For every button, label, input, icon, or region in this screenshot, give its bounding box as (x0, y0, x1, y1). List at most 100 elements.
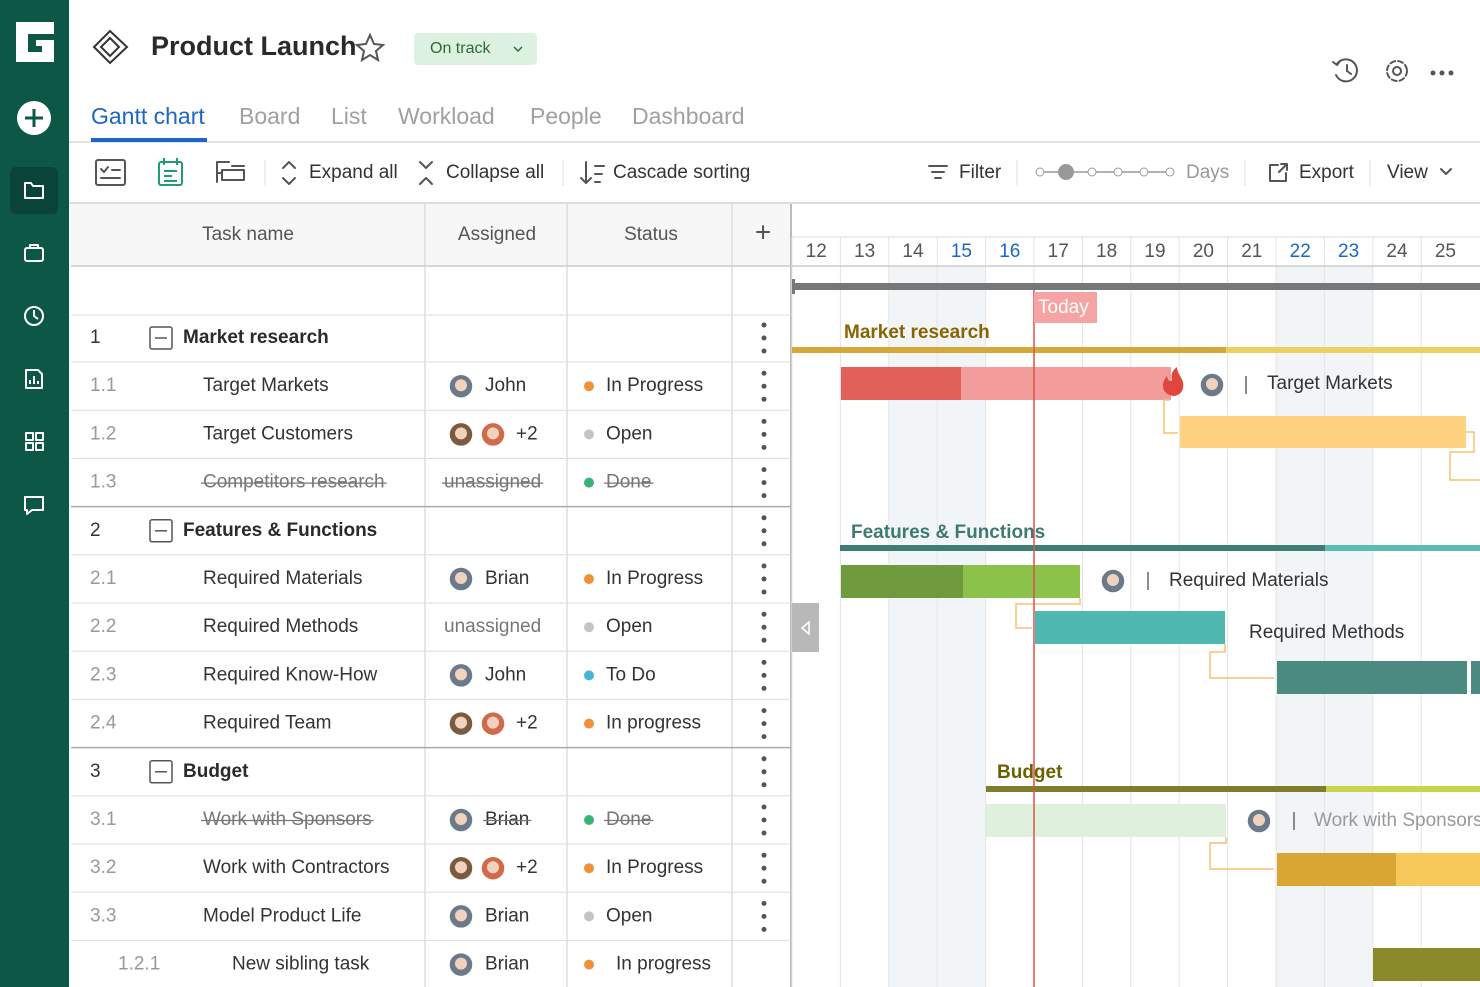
row-menu[interactable] (761, 672, 767, 678)
view-chevron[interactable] (1440, 168, 1452, 175)
task-name[interactable]: Required Methods (203, 616, 358, 637)
summary-bar[interactable] (840, 545, 1325, 551)
task-name[interactable]: Required Materials (203, 568, 362, 589)
row-menu[interactable] (761, 541, 767, 547)
row-menu[interactable] (761, 852, 767, 858)
row-menu[interactable] (761, 493, 767, 499)
task-name[interactable]: New sibling task (232, 954, 370, 975)
task-name[interactable]: Work with Sponsors (203, 809, 372, 830)
row-menu[interactable] (761, 659, 767, 665)
row-menu[interactable] (761, 865, 767, 871)
toolbar-sorting[interactable]: Cascade sorting (613, 162, 750, 183)
row-menu[interactable] (761, 769, 767, 775)
row-menu[interactable] (761, 480, 767, 486)
tab[interactable]: Dashboard (632, 103, 745, 129)
row-menu[interactable] (761, 878, 767, 884)
row-menu[interactable] (761, 721, 767, 727)
nav-active[interactable] (10, 167, 58, 214)
task-bar[interactable] (1373, 948, 1480, 981)
expand-icon[interactable] (282, 161, 296, 185)
row-menu[interactable] (761, 913, 767, 919)
row-menu[interactable] (761, 431, 767, 437)
export-icon[interactable] (1269, 163, 1288, 182)
row-menu[interactable] (761, 685, 767, 691)
task-bar[interactable] (1180, 416, 1466, 448)
collapse-icon[interactable] (419, 161, 433, 185)
row-menu[interactable] (761, 335, 767, 341)
summary-bar[interactable] (986, 786, 1326, 792)
row-menu[interactable] (761, 782, 767, 788)
tab[interactable]: List (331, 103, 367, 129)
task-name[interactable]: Required Know-How (203, 664, 378, 685)
tab[interactable]: Workload (398, 103, 495, 129)
task-name[interactable]: Target Customers (203, 423, 353, 444)
toolbar-expand[interactable]: Expand all (309, 162, 398, 183)
favorite[interactable] (354, 32, 386, 63)
summary-bar[interactable] (1326, 786, 1480, 792)
row-menu[interactable] (761, 515, 767, 521)
task-bar[interactable] (1277, 661, 1467, 694)
row-menu[interactable] (761, 637, 767, 643)
task-name[interactable]: Target Markets (203, 375, 329, 396)
task-bar[interactable] (1471, 661, 1480, 694)
task-bar[interactable] (961, 367, 1171, 400)
row-menu[interactable] (761, 589, 767, 595)
task-bar[interactable] (1277, 853, 1396, 886)
toolbar-filter[interactable]: Filter (959, 162, 1002, 183)
nav-portfolio[interactable] (24, 244, 44, 262)
history[interactable] (1332, 58, 1358, 83)
row-menu[interactable] (761, 611, 767, 617)
nav-time[interactable] (24, 306, 44, 326)
row-menu[interactable] (761, 348, 767, 354)
row-menu[interactable] (761, 830, 767, 836)
tab[interactable]: People (530, 103, 602, 129)
toolbar-export[interactable]: Export (1299, 162, 1355, 183)
row-menu[interactable] (761, 926, 767, 932)
row-menu[interactable] (761, 370, 767, 376)
row-menu[interactable] (761, 322, 767, 328)
row-menu[interactable] (761, 756, 767, 762)
row-menu[interactable] (761, 708, 767, 714)
toolbar-zoom[interactable]: Days (1186, 162, 1229, 183)
row-menu[interactable] (761, 467, 767, 473)
row-menu[interactable] (761, 804, 767, 810)
task-bar[interactable] (841, 565, 963, 598)
row-menu[interactable] (761, 624, 767, 630)
tab[interactable]: Gantt chart (91, 103, 205, 129)
row-menu[interactable] (761, 817, 767, 823)
status-pill[interactable] (414, 33, 537, 65)
nav-reports[interactable] (25, 369, 43, 389)
view-icon-2[interactable] (158, 158, 183, 186)
summary-bar[interactable] (1325, 545, 1480, 551)
row-menu[interactable] (761, 396, 767, 402)
task-bar[interactable] (1396, 853, 1480, 886)
summary-bar[interactable] (1226, 347, 1480, 353)
settings[interactable] (1386, 60, 1408, 82)
task-bar[interactable] (1035, 611, 1225, 644)
group-name[interactable]: Market research (183, 327, 329, 348)
row-menu[interactable] (761, 563, 767, 569)
task-name[interactable]: Competitors research (203, 472, 385, 493)
row-menu[interactable] (761, 528, 767, 534)
task-name[interactable]: Model Product Life (203, 905, 361, 926)
add-column[interactable]: + (755, 216, 771, 247)
panel-handle[interactable] (792, 603, 819, 652)
group-name[interactable]: Features & Functions (183, 520, 377, 541)
task-bar[interactable] (841, 367, 961, 400)
row-menu[interactable] (761, 383, 767, 389)
sort-icon[interactable] (580, 161, 605, 184)
group-name[interactable]: Budget (183, 761, 249, 782)
row-menu[interactable] (761, 444, 767, 450)
row-menu[interactable] (761, 734, 767, 740)
nav-chat[interactable] (24, 496, 44, 515)
view-icon-3[interactable] (216, 161, 245, 183)
task-bar[interactable] (963, 565, 1080, 598)
row-menu[interactable] (761, 418, 767, 424)
row-menu[interactable] (761, 576, 767, 582)
view-icon-1[interactable] (95, 159, 126, 186)
summary-bar[interactable] (792, 347, 1226, 353)
filter-icon[interactable] (928, 165, 948, 179)
row-menu[interactable] (761, 900, 767, 906)
zoom-slider[interactable] (1035, 164, 1175, 180)
toolbar-collapse[interactable]: Collapse all (446, 162, 544, 183)
